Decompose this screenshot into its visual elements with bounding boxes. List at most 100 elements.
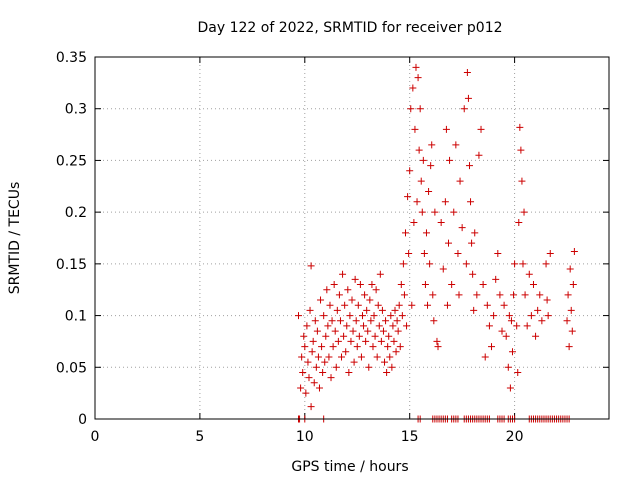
data-point [353,343,361,351]
data-point [542,260,550,268]
data-point [538,317,546,325]
data-point [345,368,353,376]
data-point [455,291,463,299]
data-point [463,69,471,77]
data-point [412,63,420,71]
data-point [300,332,308,340]
data-point [307,403,315,411]
data-point [407,105,415,113]
data-point [335,291,343,299]
data-point [333,306,341,314]
data-point [536,291,544,299]
data-point [513,322,521,330]
data-point [479,281,487,289]
data-point [483,301,491,309]
data-point [413,198,421,206]
y-axis-label: SRMTID / TECUs [7,182,23,295]
data-point [496,291,504,299]
x-tick-label: 5 [195,429,204,445]
data-point [403,322,411,330]
data-point [344,286,352,294]
data-point [488,343,496,351]
data-point [428,141,436,149]
data-point [569,281,577,289]
data-point [297,384,305,392]
data-point [429,291,437,299]
y-tick-label: 0 [78,412,87,428]
data-point [420,250,428,258]
data-point [510,291,518,299]
data-point [505,312,513,320]
data-point [410,218,418,226]
data-point [566,265,574,273]
y-tick-label: 0.35 [56,50,87,66]
data-point [334,337,342,345]
data-point [346,312,354,320]
data-point [391,306,399,314]
data-point [521,291,529,299]
data-point [378,306,386,314]
data-point [506,384,514,392]
data-point [349,327,357,335]
data-point [477,125,485,133]
data-point [307,262,315,270]
data-point [387,312,395,320]
data-point [313,327,321,335]
data-point [454,250,462,258]
data-point [303,322,311,330]
data-point [393,317,401,325]
data-point [347,337,355,345]
data-point [367,317,375,325]
data-point [565,343,573,351]
data-point [421,281,429,289]
data-point [360,322,368,330]
data-point [492,275,500,283]
data-point [475,151,483,159]
data-point [368,281,376,289]
data-point [374,301,382,309]
data-point [518,177,526,185]
data-point [306,306,314,314]
y-tick-label: 0.25 [56,153,87,169]
data-point [362,337,370,345]
data-point [318,343,326,351]
data-point [332,363,340,371]
data-point [314,353,322,361]
data-point [315,384,323,392]
data-point [364,327,372,335]
data-point [504,363,512,371]
data-point [508,348,516,356]
data-point [338,353,346,361]
data-point [383,368,391,376]
data-point [511,260,519,268]
data-point [369,343,377,351]
data-point [381,358,389,366]
data-point [411,125,419,133]
data-point [330,281,338,289]
data-point [527,312,535,320]
data-point [340,332,348,340]
data-point [377,337,385,345]
data-point [433,337,441,345]
data-point [327,374,335,382]
data-point [529,281,537,289]
data-point [467,198,475,206]
data-point [424,301,432,309]
x-tick-label: 10 [296,429,314,445]
data-point [470,306,478,314]
data-point [500,301,508,309]
data-point [326,301,334,309]
data-point [532,332,540,340]
data-point [494,250,502,258]
data-point [321,358,329,366]
data-point [366,296,374,304]
data-point [452,141,460,149]
data-point [339,270,347,278]
data-point [379,327,387,335]
data-point [563,317,571,325]
data-point [354,301,362,309]
y-tick-label: 0.05 [56,360,87,376]
data-point [456,177,464,185]
data-point [370,312,378,320]
data-point [425,187,433,195]
